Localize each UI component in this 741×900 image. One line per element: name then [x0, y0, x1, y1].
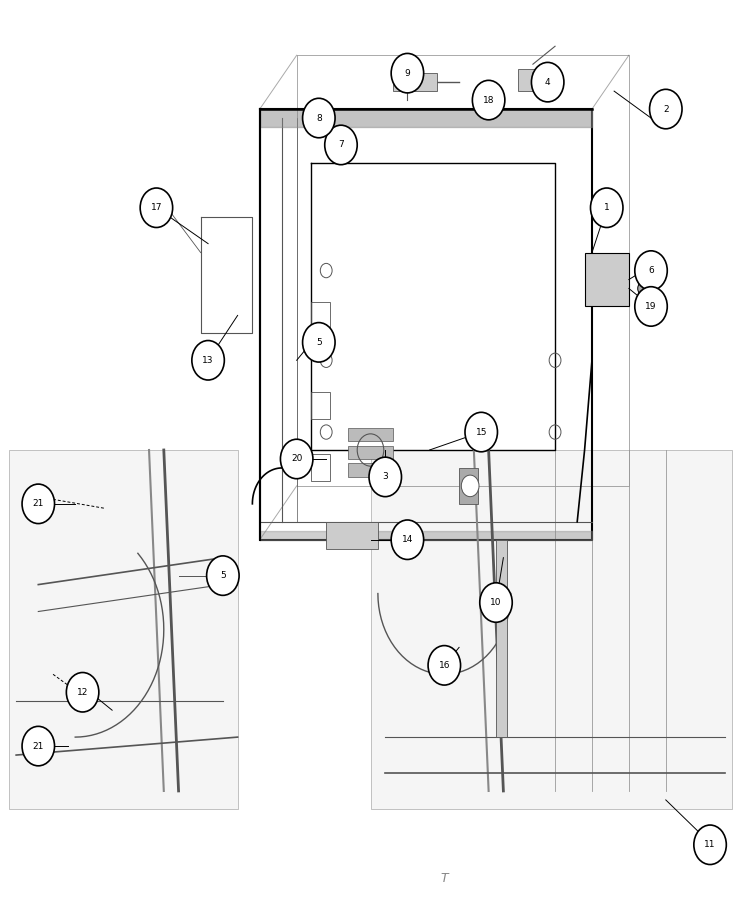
- Bar: [311, 454, 330, 482]
- Bar: [311, 302, 330, 328]
- Text: 6: 6: [648, 266, 654, 275]
- Bar: [326, 522, 378, 549]
- Bar: [393, 73, 437, 91]
- Text: 5: 5: [316, 338, 322, 346]
- Bar: [496, 540, 507, 737]
- Circle shape: [472, 80, 505, 120]
- Text: 10: 10: [491, 598, 502, 607]
- Circle shape: [591, 188, 623, 228]
- Text: 20: 20: [291, 454, 302, 464]
- Text: 21: 21: [33, 500, 44, 508]
- Circle shape: [192, 340, 225, 380]
- Circle shape: [325, 125, 357, 165]
- Text: 13: 13: [202, 356, 214, 364]
- Bar: [459, 468, 477, 504]
- Text: 8: 8: [316, 113, 322, 122]
- Circle shape: [650, 89, 682, 129]
- Circle shape: [694, 825, 726, 865]
- Text: T: T: [440, 872, 448, 886]
- Text: 11: 11: [705, 841, 716, 850]
- Text: 15: 15: [476, 428, 487, 436]
- Text: 19: 19: [645, 302, 657, 310]
- Text: 3: 3: [382, 472, 388, 482]
- Circle shape: [22, 726, 55, 766]
- Text: 12: 12: [77, 688, 88, 697]
- Bar: [9, 450, 238, 809]
- Text: 18: 18: [483, 95, 494, 104]
- Bar: [311, 392, 330, 418]
- Circle shape: [302, 98, 335, 138]
- Bar: [348, 446, 393, 459]
- Circle shape: [140, 188, 173, 228]
- Bar: [348, 428, 393, 441]
- Circle shape: [280, 439, 313, 479]
- Bar: [585, 253, 629, 306]
- Text: 9: 9: [405, 68, 411, 77]
- Circle shape: [428, 645, 461, 685]
- Circle shape: [391, 520, 424, 560]
- Circle shape: [635, 287, 667, 326]
- Circle shape: [465, 412, 497, 452]
- Circle shape: [207, 556, 239, 596]
- Circle shape: [302, 322, 335, 362]
- Text: 7: 7: [338, 140, 344, 149]
- Text: 17: 17: [150, 203, 162, 212]
- Circle shape: [369, 457, 402, 497]
- Text: 14: 14: [402, 536, 413, 544]
- Bar: [370, 450, 732, 809]
- Circle shape: [479, 583, 512, 622]
- Circle shape: [635, 251, 667, 291]
- Circle shape: [638, 282, 650, 296]
- Circle shape: [22, 484, 55, 524]
- Text: 1: 1: [604, 203, 610, 212]
- Bar: [518, 68, 548, 91]
- Circle shape: [391, 53, 424, 93]
- Circle shape: [531, 62, 564, 102]
- Circle shape: [462, 475, 479, 497]
- Circle shape: [67, 672, 99, 712]
- Text: 16: 16: [439, 661, 450, 670]
- Text: 21: 21: [33, 742, 44, 751]
- Bar: [348, 464, 393, 477]
- Text: 5: 5: [220, 572, 226, 580]
- Text: 2: 2: [663, 104, 668, 113]
- Text: 4: 4: [545, 77, 551, 86]
